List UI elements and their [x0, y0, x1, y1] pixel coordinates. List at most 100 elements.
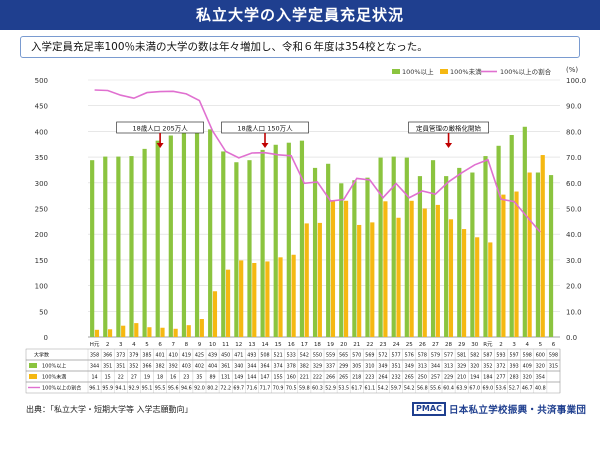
bar-100-under — [357, 224, 362, 337]
table-cell: 277 — [496, 375, 505, 381]
x-tick-label: 7 — [171, 342, 175, 348]
bar-100-over — [116, 156, 121, 337]
table-cell: 35 — [196, 375, 202, 381]
bar-100-under — [147, 327, 152, 337]
y-tick-left: 300 — [35, 180, 48, 188]
table-cell: 59.7 — [391, 386, 402, 392]
table-cell: 95.6 — [168, 386, 179, 392]
annotation-label: 18歳人口 205万人 — [132, 123, 188, 132]
table-cell: 382 — [300, 364, 309, 370]
bar-100-under — [527, 172, 532, 337]
table-cell: 361 — [221, 364, 230, 370]
table-cell: 60.3 — [312, 386, 323, 392]
table-row-swatch — [29, 374, 37, 379]
table-cell: 144 — [247, 375, 256, 381]
bar-100-under — [160, 327, 165, 337]
table-row-label: 100%未満 — [42, 374, 66, 381]
bar-100-under — [134, 323, 139, 337]
table-cell: 53.5 — [338, 386, 349, 392]
bar-100-under — [330, 200, 336, 337]
x-tick-label: 2 — [106, 342, 110, 348]
bar-100-under — [317, 222, 322, 337]
y-tick-right: 70.0 — [566, 154, 582, 162]
y-tick-left: 350 — [35, 154, 48, 162]
table-cell: 320 — [470, 364, 479, 370]
table-cell: 349 — [405, 364, 414, 370]
table-cell: 266 — [326, 375, 335, 381]
y-tick-right: 80.0 — [566, 128, 582, 136]
table-cell: 61.1 — [365, 386, 376, 392]
table-cell: 223 — [365, 375, 374, 381]
bar-100-under — [514, 191, 519, 337]
x-tick-label: 9 — [198, 342, 202, 348]
bar-100-over — [496, 145, 501, 337]
x-tick-label: 14 — [262, 342, 269, 348]
x-tick-label: 18 — [314, 342, 321, 348]
table-cell: 155 — [274, 375, 283, 381]
table-cell: 40.8 — [535, 386, 546, 392]
table-cell: 550 — [313, 353, 322, 359]
bar-100-under — [94, 329, 100, 337]
x-tick-label: 30 — [471, 342, 478, 348]
annotation-arrow-head — [261, 143, 269, 148]
y-tick-left: 0 — [44, 334, 48, 342]
table-cell: 364 — [260, 364, 269, 370]
table-cell: 569 — [365, 353, 374, 359]
table-cell: 410 — [169, 353, 178, 359]
table-cell: 71.7 — [260, 386, 271, 392]
x-tick-label: R元 — [483, 341, 493, 348]
table-cell: 70.9 — [273, 386, 284, 392]
bar-100-under — [448, 219, 454, 337]
table-cell: 493 — [247, 353, 256, 359]
table-cell: 393 — [510, 364, 519, 370]
table-cell: 222 — [313, 375, 322, 381]
table-cell: 329 — [457, 364, 466, 370]
bar-100-under — [435, 204, 440, 337]
x-tick-label: 8 — [185, 342, 189, 348]
bar-100-under — [461, 229, 467, 337]
bar-100-over — [181, 129, 187, 337]
logo-text: 日本私立学校振興・共済事業団 — [449, 405, 587, 416]
bar-100-under — [304, 223, 309, 337]
table-cell: 344 — [90, 364, 99, 370]
legend-label: 100%以上の割合 — [500, 67, 552, 76]
table-cell: 450 — [221, 353, 230, 359]
x-tick-label: 17 — [301, 342, 308, 348]
table-cell: 283 — [510, 375, 519, 381]
x-tick-label: 15 — [275, 342, 282, 348]
legend-swatch — [392, 69, 400, 74]
y-tick-right: 40.0 — [566, 231, 582, 239]
logo-mark-icon: PMAC — [412, 402, 446, 416]
table-cell: 313 — [418, 364, 427, 370]
y-tick-right: 10.0 — [566, 308, 582, 316]
bar-100-over — [483, 156, 488, 337]
bar-100-over — [221, 151, 226, 337]
table-cell: 72.2 — [220, 386, 231, 392]
table-cell: 310 — [365, 364, 374, 370]
table-cell: 194 — [470, 375, 479, 381]
bar-100-over — [194, 130, 200, 337]
bar-100-over — [168, 135, 173, 337]
bar-100-over — [142, 148, 147, 337]
bar-100-under — [396, 217, 401, 337]
table-cell: 600 — [536, 353, 545, 359]
bar-100-under — [278, 257, 283, 337]
table-cell: 16 — [170, 375, 176, 381]
bar-100-under — [265, 261, 270, 337]
x-tick-label: 21 — [353, 342, 360, 348]
table-cell: 27 — [131, 375, 137, 381]
enrollment-chart: 0 50 100 150 200 250 300 350 400 450 500 0.0 10.0 20.… — [25, 66, 586, 394]
x-tick-label: 16 — [288, 342, 295, 348]
table-cell: 366 — [142, 364, 151, 370]
table-cell: 67.0 — [469, 386, 480, 392]
table-cell: 69.0 — [483, 386, 494, 392]
x-tick-label: H元 — [90, 341, 100, 348]
table-cell: 521 — [274, 353, 283, 359]
x-tick-label: 3 — [119, 342, 123, 348]
x-tick-label: 6 — [158, 342, 162, 348]
table-cell: 570 — [352, 353, 361, 359]
x-tick-label: 10 — [209, 342, 216, 348]
table-cell: 425 — [195, 353, 204, 359]
table-cell: 542 — [300, 353, 309, 359]
y-tick-left: 150 — [35, 257, 48, 265]
